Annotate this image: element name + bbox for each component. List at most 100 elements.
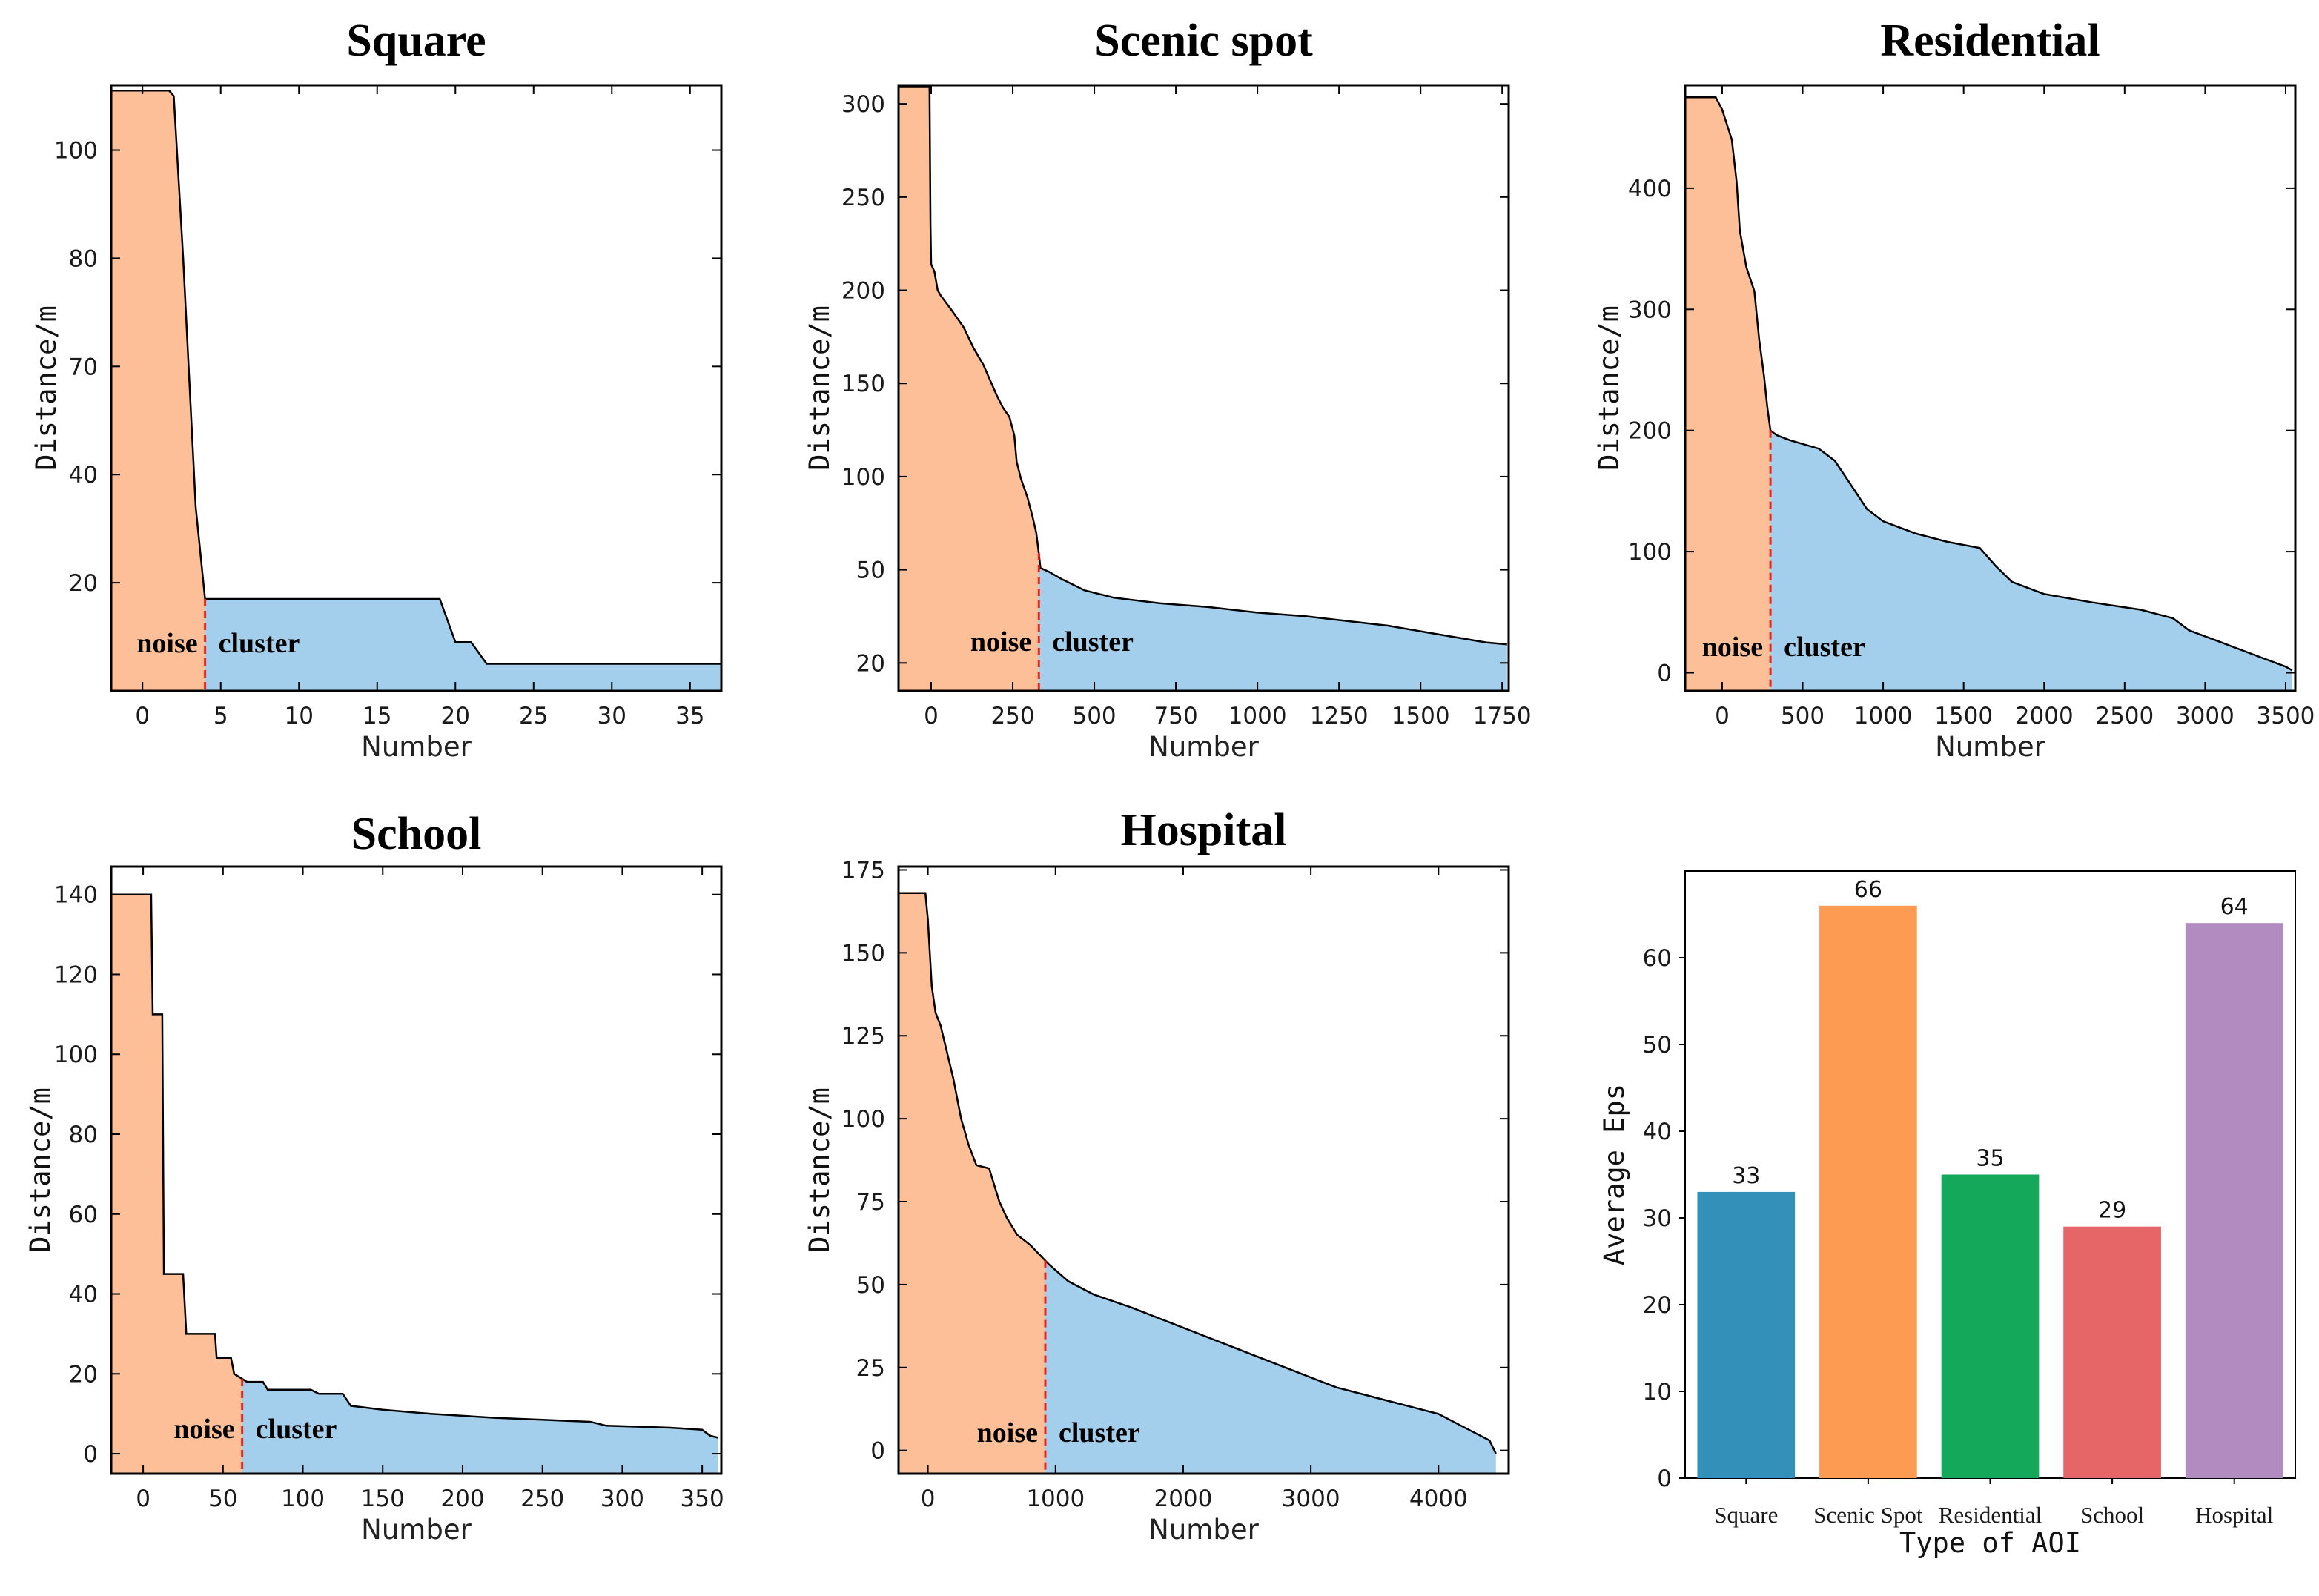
cluster-label: cluster — [1784, 632, 1865, 663]
noise-area — [111, 90, 205, 692]
bar-square — [1697, 1191, 1796, 1478]
y-tick-label: 100 — [841, 1106, 885, 1133]
y-tick-label: 100 — [841, 464, 885, 491]
y-tick-label: 150 — [841, 940, 885, 967]
panel-title: Residential — [1880, 16, 2100, 66]
x-tick-label: 3000 — [2176, 703, 2234, 729]
x-tick-label: 35 — [675, 703, 704, 729]
x-tick-label: 2500 — [2095, 703, 2154, 729]
y-tick-label: 0 — [83, 1441, 98, 1468]
x-axis-label: Number — [361, 731, 472, 763]
y-tick-label: 0 — [870, 1438, 885, 1465]
x-tick-label: 3000 — [1282, 1486, 1340, 1512]
x-tick-label: 0 — [924, 703, 939, 729]
cluster-area — [1039, 553, 1507, 691]
y-axis-label: Average Eps — [1598, 1084, 1630, 1265]
x-tick-label: 350 — [681, 1486, 724, 1512]
plot-frame — [897, 84, 1510, 692]
bar-school — [2063, 1226, 2161, 1478]
y-tick-label: 200 — [841, 278, 885, 305]
panel-school: 0 50 100 150 200 250 300 350 0 20 40 60 80 100 120 140 S… — [24, 809, 724, 1546]
y-axis-label: Distance/m — [1593, 305, 1625, 471]
x-tick-label: 4000 — [1409, 1486, 1468, 1512]
y-tick-label: 300 — [1628, 297, 1672, 323]
panel-title: Hospital — [1121, 805, 1287, 855]
distance-curve — [1685, 96, 2293, 672]
x-axis-label: Number — [1935, 731, 2045, 763]
x-tick-label: 5 — [214, 703, 228, 729]
cluster-area — [1770, 430, 2292, 691]
x-tick-label: 100 — [281, 1486, 325, 1512]
cluster-label: cluster — [1052, 626, 1134, 658]
panel-residential: 0 500 1000 1500 2000 2500 3000 3500 0 100 200 300 40… — [1593, 16, 2315, 763]
x-tick-label: 0 — [1715, 703, 1730, 729]
x-tick-label: 1000 — [1228, 703, 1287, 729]
cluster-label: cluster — [1059, 1417, 1140, 1448]
panel-square: 0 5 10 15 20 25 30 35 20 40 70 80 100 Square Number Dis… — [30, 16, 723, 763]
y-tick-label: 125 — [841, 1023, 885, 1050]
x-axis-label: Number — [1148, 1514, 1259, 1546]
x-tick-label: 0 — [136, 1486, 150, 1512]
y-tick-label: 20 — [69, 570, 98, 597]
cluster-label: cluster — [256, 1414, 337, 1445]
plot-frame — [110, 84, 723, 692]
y-tick-label: 400 — [1628, 176, 1672, 202]
y-tick-label: 300 — [841, 91, 885, 118]
cluster-label: cluster — [219, 628, 300, 659]
noise-label: noise — [977, 1417, 1038, 1448]
x-tick-label: 500 — [1781, 703, 1825, 729]
y-tick-label: 100 — [1628, 539, 1672, 566]
panel-scenic-spot: 0 250 500 750 1000 1250 1500 1750 20 50 100 150 200 2… — [804, 16, 1532, 763]
y-tick-label: 20 — [1643, 1292, 1672, 1319]
panel-hospital: 0 1000 2000 3000 4000 0 25 50 75 100 125 150 175 Hosp… — [804, 805, 1510, 1546]
cluster-area — [242, 1379, 718, 1474]
distance-curve — [111, 90, 721, 665]
noise-area — [899, 893, 1045, 1474]
noise-label: noise — [970, 626, 1031, 658]
y-tick-label: 60 — [1643, 945, 1672, 972]
bar-hospital — [2185, 923, 2283, 1478]
y-tick-label: 20 — [856, 650, 885, 677]
cluster-area — [205, 599, 722, 691]
bar-residential — [1941, 1174, 2040, 1478]
y-axis-label: Distance/m — [30, 305, 62, 471]
x-tick-label: 15 — [363, 703, 391, 729]
y-tick-label: 150 — [841, 371, 885, 397]
category-label: Hospital — [2195, 1502, 2273, 1528]
x-tick-label: 1000 — [1854, 703, 1913, 729]
y-tick-label: 70 — [69, 354, 98, 380]
x-tick-label: 250 — [520, 1486, 564, 1512]
bar-value-label: 64 — [2220, 894, 2249, 920]
y-tick-label: 40 — [69, 462, 98, 489]
x-tick-label: 300 — [601, 1486, 644, 1512]
bar-value-label: 29 — [2098, 1198, 2126, 1224]
distance-curve — [899, 892, 1497, 1454]
category-label: Scenic Spot — [1813, 1502, 1923, 1528]
x-tick-label: 2000 — [2015, 703, 2074, 729]
y-axis-label: Distance/m — [804, 305, 836, 471]
y-tick-label: 60 — [69, 1202, 98, 1228]
x-tick-label: 10 — [285, 703, 314, 729]
y-tick-label: 50 — [1643, 1032, 1672, 1059]
category-label: School — [2080, 1502, 2144, 1528]
y-axis-label: Distance/m — [804, 1087, 836, 1253]
x-tick-label: 1500 — [1934, 703, 1993, 729]
y-tick-label: 40 — [1643, 1119, 1672, 1145]
x-tick-label: 1250 — [1310, 703, 1369, 729]
y-tick-label: 50 — [856, 557, 885, 584]
plot-frame — [110, 865, 723, 1475]
category-label: Square — [1714, 1502, 1778, 1528]
x-axis-label: Number — [1148, 731, 1259, 763]
noise-label: noise — [1702, 632, 1763, 663]
panel-title: Square — [346, 16, 486, 66]
y-tick-label: 0 — [1657, 1466, 1672, 1492]
y-tick-label: 30 — [1643, 1205, 1672, 1232]
x-axis-label: Number — [361, 1514, 472, 1546]
x-tick-label: 0 — [921, 1486, 936, 1512]
x-tick-label: 2000 — [1154, 1486, 1212, 1512]
y-tick-label: 120 — [54, 961, 98, 988]
y-tick-label: 40 — [69, 1282, 98, 1308]
noise-area — [111, 894, 242, 1474]
bar-value-label: 66 — [1854, 877, 1882, 903]
